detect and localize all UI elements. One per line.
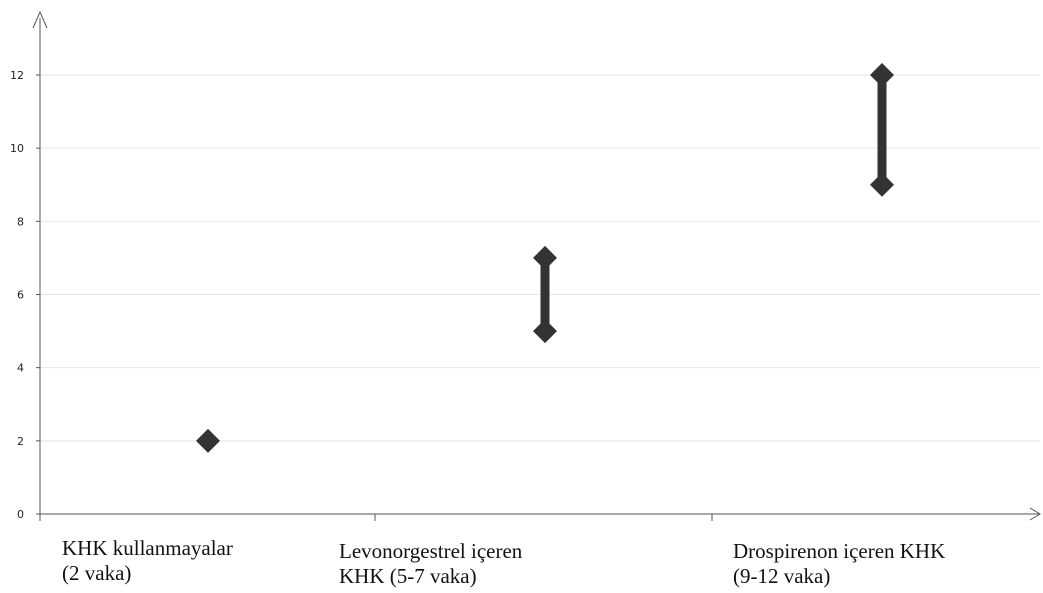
- data-point: [870, 63, 894, 87]
- data-point: [196, 428, 220, 453]
- y-tick-label: 4: [17, 362, 24, 375]
- y-tick-label: 6: [17, 289, 24, 302]
- category-label-levonorgestrel: Levonorgestrel içeren KHK (5-7 vaka): [339, 539, 523, 588]
- category-label-khk-kullanmayalar: KHK kullanmayalar (2 vaka): [62, 536, 233, 585]
- x-axis-ticks: [39, 514, 713, 521]
- y-tick-label: 10: [10, 142, 24, 155]
- x-axis-arrow: [1029, 507, 1041, 521]
- axes: [32, 10, 1041, 521]
- y-axis-ticks: 0 2 4 6 8 10 12: [10, 69, 40, 521]
- y-tick-label: 12: [10, 69, 24, 82]
- gridlines: [40, 74, 1040, 442]
- range-marks: [196, 63, 894, 453]
- y-tick-label: 8: [17, 215, 24, 228]
- data-point: [870, 172, 894, 197]
- data-point: [533, 245, 557, 270]
- y-axis-arrow: [32, 10, 48, 29]
- y-tick-label: 0: [17, 508, 24, 521]
- y-tick-label: 2: [17, 435, 24, 448]
- data-point: [533, 319, 557, 344]
- category-label-drospirenon: Drospirenon içeren KHK (9-12 vaka): [733, 539, 946, 588]
